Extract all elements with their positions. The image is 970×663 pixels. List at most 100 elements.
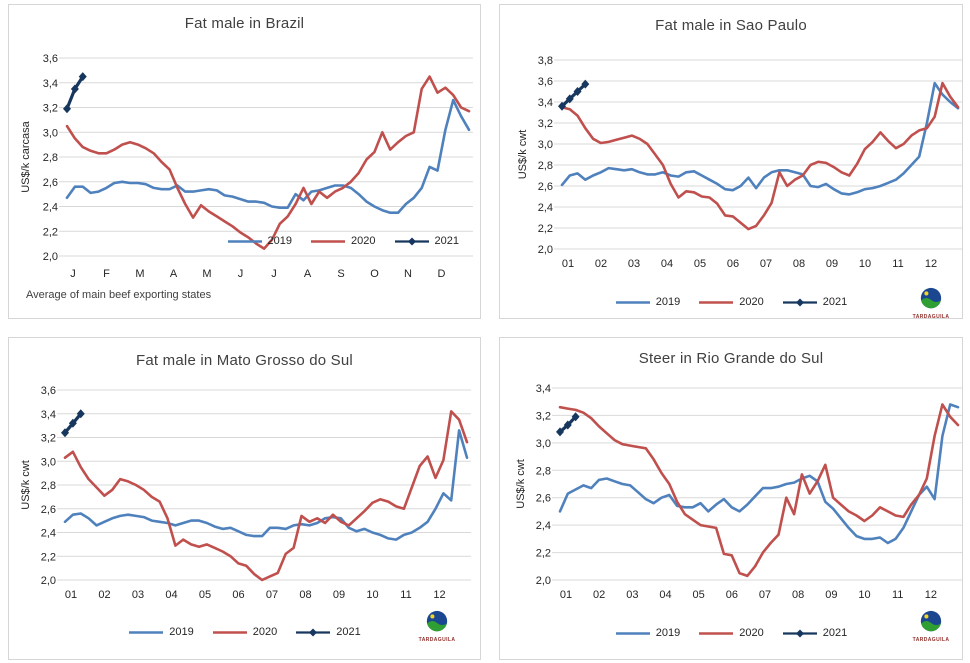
svg-text:01: 01 bbox=[562, 258, 574, 270]
svg-text:US$/k carcasa: US$/k carcasa bbox=[20, 120, 32, 192]
legend-item-2019: 2019 bbox=[615, 627, 680, 639]
svg-text:M: M bbox=[202, 268, 211, 280]
svg-text:3,6: 3,6 bbox=[43, 53, 58, 65]
svg-text:06: 06 bbox=[727, 258, 739, 270]
logo-text: TARDAGUILA bbox=[418, 637, 456, 643]
svg-text:N: N bbox=[404, 268, 412, 280]
legend-item-2021: 2021 bbox=[782, 296, 847, 308]
logo-text: TARDAGUILA bbox=[912, 314, 950, 320]
svg-text:2,2: 2,2 bbox=[536, 548, 551, 560]
legend-label: 2019 bbox=[655, 296, 681, 308]
svg-text:3,2: 3,2 bbox=[538, 118, 553, 130]
svg-text:3,0: 3,0 bbox=[43, 127, 58, 139]
svg-text:A: A bbox=[170, 268, 178, 280]
svg-text:2,4: 2,4 bbox=[538, 202, 553, 214]
svg-text:08: 08 bbox=[793, 258, 805, 270]
tardaguila-logo: TARDAGUILA bbox=[910, 610, 952, 643]
svg-text:3,0: 3,0 bbox=[41, 456, 56, 468]
legend-item-2020: 2020 bbox=[212, 626, 277, 638]
svg-text:05: 05 bbox=[693, 589, 705, 601]
legend-item-2020: 2020 bbox=[698, 296, 764, 308]
svg-text:3,8: 3,8 bbox=[538, 55, 553, 67]
chart-panel-rio-grande-do-sul: Steer in Rio Grande do Sul 2,0 2,2 2,4 2,6 2… bbox=[499, 337, 963, 660]
svg-text:3,6: 3,6 bbox=[538, 76, 553, 88]
svg-text:F: F bbox=[103, 268, 110, 280]
plot-area: 2,0 2,2 2,4 2,6 2,8 3,0 3,2 3,4 3,6 3,8 01 02 03 04 05… bbox=[517, 55, 962, 270]
svg-text:03: 03 bbox=[628, 258, 640, 270]
legend-line-diamond-2021-icon bbox=[782, 629, 817, 637]
svg-text:02: 02 bbox=[593, 589, 605, 601]
legend-item-2019: 2019 bbox=[615, 296, 680, 308]
svg-text:04: 04 bbox=[165, 589, 177, 601]
svg-text:10: 10 bbox=[366, 589, 378, 601]
svg-text:03: 03 bbox=[626, 589, 638, 601]
svg-text:11: 11 bbox=[400, 589, 411, 601]
tardaguila-logo: TARDAGUILA bbox=[910, 287, 952, 320]
plot-area: 2,0 2,2 2,4 2,6 2,8 3,0 3,2 3,4 01 02 03 04 05 06 07 08… bbox=[515, 383, 962, 601]
svg-text:2,4: 2,4 bbox=[536, 520, 551, 532]
legend-label: 2020 bbox=[252, 626, 278, 638]
svg-text:2,4: 2,4 bbox=[43, 202, 58, 214]
legend-line-2019-icon bbox=[227, 239, 262, 243]
svg-text:07: 07 bbox=[760, 258, 772, 270]
legend-label: 2020 bbox=[351, 235, 376, 247]
legend-item-2021: 2021 bbox=[782, 627, 847, 639]
svg-text:08: 08 bbox=[299, 589, 311, 601]
svg-text:J: J bbox=[238, 268, 244, 280]
svg-text:3,2: 3,2 bbox=[43, 103, 58, 115]
svg-text:09: 09 bbox=[333, 589, 345, 601]
svg-text:2,8: 2,8 bbox=[43, 152, 58, 164]
svg-text:O: O bbox=[370, 268, 379, 280]
tardaguila-logo: TARDAGUILA bbox=[416, 610, 458, 643]
svg-text:04: 04 bbox=[661, 258, 673, 270]
chart-legend: 2019 2020 2021 bbox=[218, 235, 468, 247]
legend-item-2021: 2021 bbox=[394, 235, 459, 247]
legend-label: 2021 bbox=[434, 235, 459, 247]
globe-icon bbox=[920, 287, 942, 309]
svg-text:D: D bbox=[438, 268, 446, 280]
svg-text:2,0: 2,0 bbox=[43, 251, 58, 263]
svg-text:12: 12 bbox=[925, 589, 937, 601]
legend-line-2020-icon bbox=[212, 630, 247, 634]
legend-line-2019-icon bbox=[129, 630, 164, 634]
legend-line-2020-icon bbox=[699, 300, 734, 304]
legend-label: 2019 bbox=[267, 235, 293, 247]
svg-text:02: 02 bbox=[98, 589, 110, 601]
svg-text:2,6: 2,6 bbox=[536, 493, 551, 505]
svg-text:09: 09 bbox=[826, 258, 838, 270]
svg-text:03: 03 bbox=[132, 589, 144, 601]
svg-text:12: 12 bbox=[925, 258, 937, 270]
legend-label: 2019 bbox=[655, 627, 681, 639]
svg-text:S: S bbox=[337, 268, 344, 280]
svg-text:04: 04 bbox=[659, 589, 671, 601]
svg-text:J: J bbox=[70, 268, 76, 280]
svg-text:US$/k cwt: US$/k cwt bbox=[515, 459, 527, 509]
legend-label: 2021 bbox=[336, 626, 361, 638]
globe-icon bbox=[426, 610, 448, 632]
legend-item-2019: 2019 bbox=[128, 626, 194, 638]
svg-text:M: M bbox=[135, 268, 144, 280]
svg-text:01: 01 bbox=[560, 589, 572, 601]
legend-line-diamond-2021-icon bbox=[296, 628, 331, 636]
legend-label: 2019 bbox=[169, 626, 194, 638]
page-title: Fat male in Brazil bbox=[184, 15, 305, 32]
chart-panel-mato-grosso-do-sul: Fat male in Mato Grosso do Sul 2,0 2,2 2,4… bbox=[8, 337, 481, 660]
svg-text:3,2: 3,2 bbox=[536, 410, 551, 422]
legend-line-diamond-2021-icon bbox=[782, 298, 817, 306]
legend-line-2019-icon bbox=[615, 631, 650, 635]
svg-text:2,2: 2,2 bbox=[538, 223, 553, 235]
svg-text:2,2: 2,2 bbox=[43, 226, 58, 238]
globe-icon bbox=[920, 610, 942, 632]
legend-line-2020-icon bbox=[311, 239, 346, 243]
chart-footnote: Average of main beef exporting states bbox=[26, 289, 212, 301]
chart-legend: 2019 2020 2021 bbox=[9, 626, 480, 638]
svg-text:01: 01 bbox=[65, 589, 77, 601]
page-title: Fat male in Sao Paulo bbox=[655, 17, 807, 34]
svg-text:05: 05 bbox=[199, 589, 211, 601]
svg-text:06: 06 bbox=[232, 589, 244, 601]
legend-item-2019: 2019 bbox=[227, 235, 292, 247]
legend-line-2019-icon bbox=[615, 300, 650, 304]
legend-item-2020: 2020 bbox=[310, 235, 376, 247]
svg-text:10: 10 bbox=[859, 258, 871, 270]
plot-area: 2,0 2,2 2,4 2,6 2,8 3,0 3,2 3,4 3,6 J F M A M J J A S O N D U… bbox=[20, 53, 473, 280]
